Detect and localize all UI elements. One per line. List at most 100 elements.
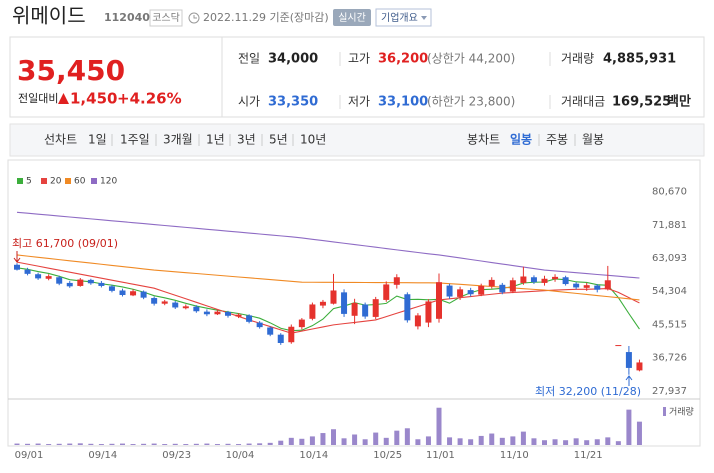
candle-body <box>488 279 495 287</box>
volume-bar <box>120 443 125 445</box>
change-rate: +4.26% <box>117 90 182 108</box>
low-annotation: 최저 32,200 (11/28) <box>535 385 641 398</box>
candle-body <box>615 345 622 347</box>
candle-body <box>372 299 379 317</box>
field-label: 저가 <box>348 95 370 109</box>
y-tick-label: 63,093 <box>652 253 687 264</box>
candle-body <box>414 315 421 327</box>
candle-body <box>330 290 337 304</box>
ma-line <box>16 211 640 279</box>
tab[interactable]: 1년 <box>206 133 225 147</box>
volume-bar <box>542 440 547 445</box>
tab-group: 봉차트 <box>467 133 500 147</box>
clock-icon <box>188 12 200 24</box>
volume-bar <box>499 437 505 445</box>
volume-bar <box>626 409 632 445</box>
stock-code: 112040 <box>104 11 150 24</box>
candle-body <box>351 302 358 316</box>
tab[interactable]: 주봉 <box>546 133 568 147</box>
candle-body <box>256 322 263 328</box>
candle-body <box>193 306 200 312</box>
volume-bar <box>183 444 189 445</box>
field-label: 거래대금 <box>561 95 605 109</box>
candle-body <box>404 294 411 321</box>
volume-bar <box>141 443 147 445</box>
tab-bar <box>9 123 705 157</box>
volume-bar <box>563 440 569 445</box>
volume-bar <box>510 436 516 445</box>
candle-body <box>214 311 221 315</box>
price: 35,450 <box>17 54 125 87</box>
change-label: 전일대비 <box>18 91 58 105</box>
candle-body <box>24 269 31 274</box>
volume-bar <box>257 443 263 445</box>
candle-body <box>309 304 316 319</box>
volume-bar <box>594 439 600 445</box>
candle-body <box>583 285 590 288</box>
legend-swatch <box>65 178 71 184</box>
volume-bar <box>172 443 178 445</box>
volume-bar <box>193 443 199 445</box>
volume-bar <box>352 434 358 445</box>
volume-bar <box>468 439 474 445</box>
volume-bar <box>288 437 294 445</box>
volume-bar <box>88 443 94 445</box>
volume-bar <box>299 438 305 445</box>
legend-swatch <box>41 178 47 184</box>
candle-body <box>594 285 601 290</box>
candle-body <box>246 315 253 322</box>
legend-swatch <box>91 178 97 184</box>
tab-group: 선차트 <box>44 133 77 147</box>
tab[interactable]: 3개월 <box>163 133 193 147</box>
volume-bar <box>35 443 41 445</box>
company-info[interactable]: 기업개요 <box>381 11 418 24</box>
clock-hands <box>193 15 197 19</box>
high-arrow <box>13 251 21 263</box>
candle-body <box>298 319 305 328</box>
tab[interactable]: 1일 <box>88 133 107 147</box>
low-arrow <box>625 375 633 386</box>
volume-bar <box>404 428 410 445</box>
volume-bar <box>584 440 590 445</box>
candle-body <box>319 301 326 306</box>
tab[interactable]: 1주일 <box>120 133 150 147</box>
tab-active[interactable]: 일봉 <box>510 133 532 147</box>
field-value: 36,200 <box>378 52 428 67</box>
field-note: (상한가 44,200) <box>427 52 515 66</box>
tab[interactable]: 월봉 <box>582 133 604 147</box>
candle-body <box>636 362 643 371</box>
candle-body <box>161 301 168 304</box>
volume-bar <box>246 443 252 445</box>
x-tick-label: 10/14 <box>299 450 328 461</box>
candle-body <box>151 298 158 304</box>
tab[interactable]: 5년 <box>269 133 288 147</box>
field-note: (하한가 23,800) <box>427 95 515 109</box>
candle-body <box>467 290 474 295</box>
company-info-button[interactable] <box>375 8 432 27</box>
candle-body <box>203 311 210 315</box>
realtime[interactable]: 실시간 <box>338 12 366 24</box>
candle-body <box>77 279 84 286</box>
volume-bar <box>309 436 315 445</box>
tab[interactable]: 3년 <box>237 133 256 147</box>
volume-bar <box>162 444 168 445</box>
volume-bar <box>320 433 326 445</box>
candle-body <box>66 282 73 287</box>
y-tick-label: 71,881 <box>652 220 687 231</box>
volume-bar <box>531 438 537 445</box>
volume-bar <box>331 429 336 445</box>
candle-body <box>562 277 569 285</box>
volume-bar <box>615 441 621 445</box>
tab[interactable]: 10년 <box>300 133 326 147</box>
volume-bar <box>56 443 62 445</box>
volume-bar <box>267 442 273 445</box>
candle-body <box>277 334 284 343</box>
volume-bar <box>151 443 157 445</box>
candle-body <box>625 352 632 368</box>
volume-bar <box>478 435 484 445</box>
realtime-badge[interactable] <box>333 9 371 26</box>
volume-bar <box>447 437 453 445</box>
volume-bar <box>46 444 52 445</box>
field-unit: 백만 <box>667 94 691 110</box>
field-label: 전일 <box>238 52 260 66</box>
